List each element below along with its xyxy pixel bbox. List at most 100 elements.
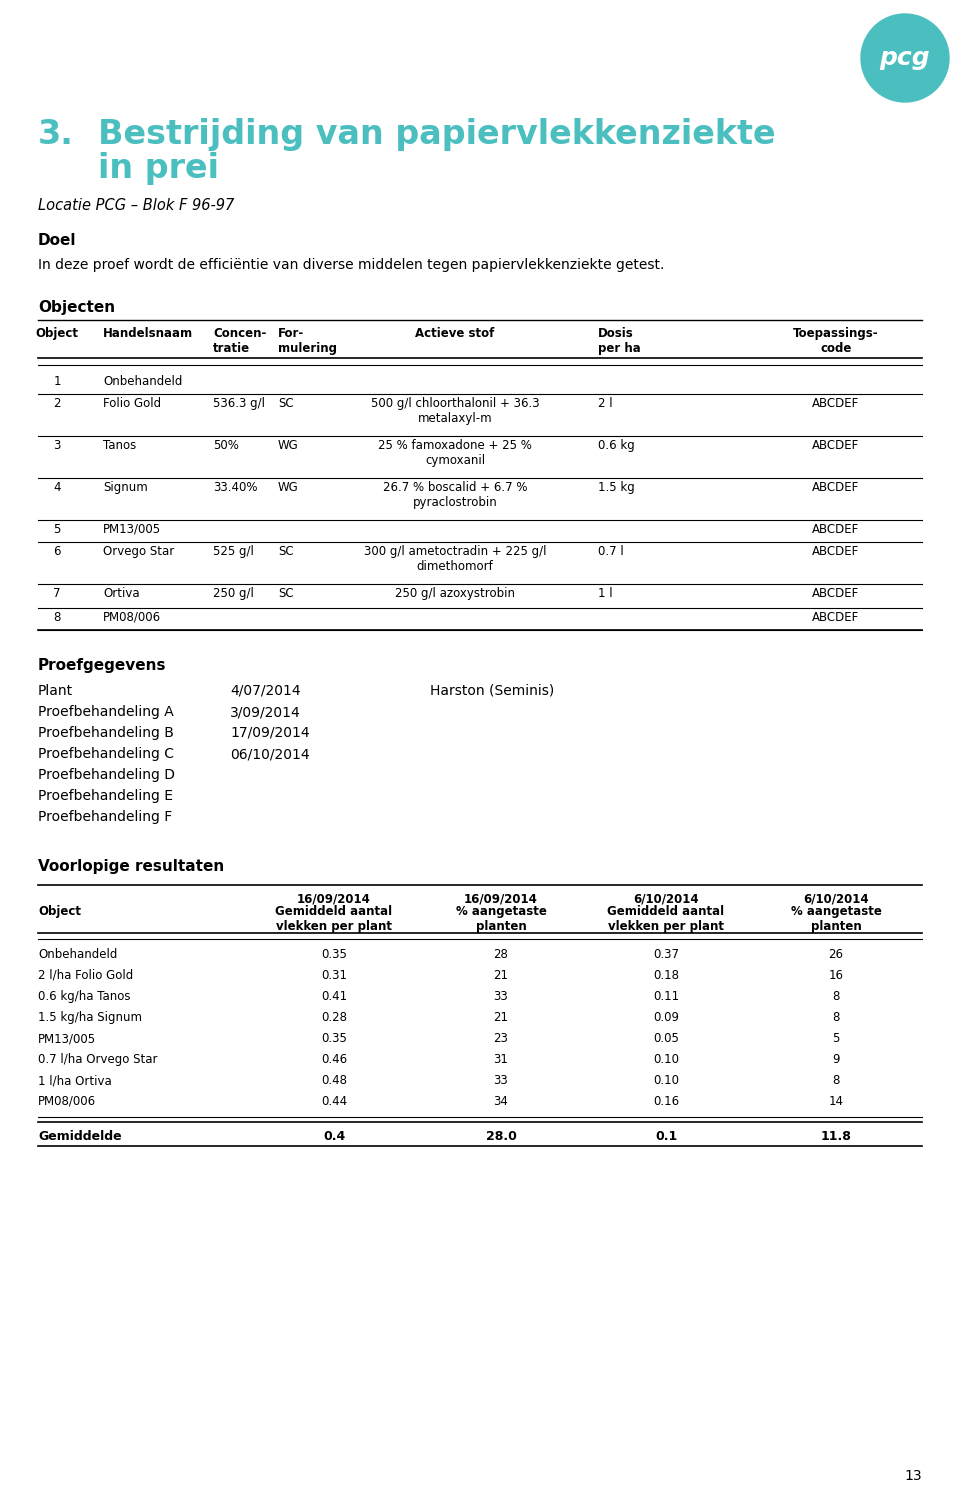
Text: Proefbehandeling D: Proefbehandeling D [38, 768, 175, 781]
Text: ABCDEF: ABCDEF [812, 397, 859, 410]
Text: 0.31: 0.31 [321, 969, 347, 982]
Text: 8: 8 [832, 990, 840, 1003]
Text: 0.35: 0.35 [321, 1031, 347, 1045]
Text: SC: SC [278, 545, 294, 558]
Text: Objecten: Objecten [38, 299, 115, 314]
Text: Voorlopige resultaten: Voorlopige resultaten [38, 859, 225, 874]
Text: 500 g/l chloorthalonil + 36.3
metalaxyl-m: 500 g/l chloorthalonil + 36.3 metalaxyl-… [371, 397, 540, 425]
Text: ABCDEF: ABCDEF [812, 611, 859, 624]
Text: 6: 6 [53, 545, 60, 558]
Text: 16/09/2014: 16/09/2014 [297, 892, 371, 906]
Text: 16/09/2014: 16/09/2014 [464, 892, 538, 906]
Text: 250 g/l azoxystrobin: 250 g/l azoxystrobin [395, 587, 515, 600]
Text: 14: 14 [828, 1094, 844, 1108]
Text: Dosis
per ha: Dosis per ha [598, 326, 640, 355]
Text: 8: 8 [54, 611, 60, 624]
Text: 525 g/l: 525 g/l [213, 545, 253, 558]
Text: ABCDEF: ABCDEF [812, 439, 859, 452]
Text: 28: 28 [493, 948, 509, 961]
Text: Tanos: Tanos [103, 439, 136, 452]
Text: 4: 4 [53, 481, 60, 494]
Text: 5: 5 [54, 522, 60, 536]
Text: Actieve stof: Actieve stof [416, 326, 494, 340]
Text: 1.5 kg/ha Signum: 1.5 kg/ha Signum [38, 1010, 142, 1024]
Text: 8: 8 [832, 1010, 840, 1024]
Text: 33.40%: 33.40% [213, 481, 257, 494]
Text: Object: Object [36, 326, 79, 340]
Text: Proefbehandeling C: Proefbehandeling C [38, 747, 174, 760]
Text: 23: 23 [493, 1031, 509, 1045]
Text: Folio Gold: Folio Gold [103, 397, 161, 410]
Text: 1 l/ha Ortiva: 1 l/ha Ortiva [38, 1073, 111, 1087]
Text: 9: 9 [832, 1052, 840, 1066]
Text: Proefgegevens: Proefgegevens [38, 659, 166, 674]
Text: 6/10/2014: 6/10/2014 [634, 892, 699, 906]
Text: in prei: in prei [98, 153, 219, 186]
Text: 2: 2 [53, 397, 60, 410]
Text: Doel: Doel [38, 234, 77, 249]
Text: Orvego Star: Orvego Star [103, 545, 175, 558]
Text: 0.11: 0.11 [653, 990, 679, 1003]
Text: Toepassings-
code: Toepassings- code [793, 326, 878, 355]
Text: 2 l/ha Folio Gold: 2 l/ha Folio Gold [38, 969, 133, 982]
Text: PM13/005: PM13/005 [103, 522, 161, 536]
Text: 0.6 kg: 0.6 kg [598, 439, 635, 452]
Text: 0.28: 0.28 [321, 1010, 347, 1024]
Text: 25 % famoxadone + 25 %
cymoxanil: 25 % famoxadone + 25 % cymoxanil [378, 439, 532, 467]
Text: 26.7 % boscalid + 6.7 %
pyraclostrobin: 26.7 % boscalid + 6.7 % pyraclostrobin [383, 481, 527, 509]
Text: Proefbehandeling B: Proefbehandeling B [38, 726, 174, 740]
Text: pcg: pcg [879, 46, 930, 70]
Text: 34: 34 [493, 1094, 509, 1108]
Text: 7: 7 [53, 587, 60, 600]
Text: 0.7 l/ha Orvego Star: 0.7 l/ha Orvego Star [38, 1052, 157, 1066]
Text: 2 l: 2 l [598, 397, 612, 410]
Text: 0.18: 0.18 [653, 969, 679, 982]
Text: For-
mulering: For- mulering [278, 326, 337, 355]
Text: 3.: 3. [38, 118, 74, 151]
Text: 33: 33 [493, 990, 509, 1003]
Text: In deze proef wordt de efficiëntie van diverse middelen tegen papiervlekkenziekt: In deze proef wordt de efficiëntie van d… [38, 257, 664, 272]
Text: Proefbehandeling E: Proefbehandeling E [38, 789, 173, 802]
Text: 26: 26 [828, 948, 844, 961]
Text: 0.41: 0.41 [321, 990, 348, 1003]
Text: 1: 1 [53, 376, 60, 388]
Text: 4/07/2014: 4/07/2014 [230, 684, 300, 698]
Text: Harston (Seminis): Harston (Seminis) [430, 684, 554, 698]
Text: Gemiddelde: Gemiddelde [38, 1130, 122, 1144]
Text: 536.3 g/l: 536.3 g/l [213, 397, 265, 410]
Text: ABCDEF: ABCDEF [812, 587, 859, 600]
Text: Onbehandeld: Onbehandeld [103, 376, 182, 388]
Text: Handelsnaam: Handelsnaam [103, 326, 193, 340]
Circle shape [861, 13, 949, 102]
Text: 0.10: 0.10 [653, 1052, 679, 1066]
Text: Plant: Plant [38, 684, 73, 698]
Text: 0.46: 0.46 [321, 1052, 348, 1066]
Text: ABCDEF: ABCDEF [812, 481, 859, 494]
Text: 06/10/2014: 06/10/2014 [230, 747, 310, 760]
Text: 21: 21 [493, 1010, 509, 1024]
Text: 8: 8 [832, 1073, 840, 1087]
Text: Locatie PCG – Blok F 96-97: Locatie PCG – Blok F 96-97 [38, 198, 234, 213]
Text: 1 l: 1 l [598, 587, 612, 600]
Text: Ortiva: Ortiva [103, 587, 139, 600]
Text: 0.44: 0.44 [321, 1094, 348, 1108]
Text: 0.35: 0.35 [321, 948, 347, 961]
Text: 0.48: 0.48 [321, 1073, 347, 1087]
Text: 3: 3 [54, 439, 60, 452]
Text: 0.09: 0.09 [653, 1010, 679, 1024]
Text: 17/09/2014: 17/09/2014 [230, 726, 310, 740]
Text: Proefbehandeling A: Proefbehandeling A [38, 705, 174, 719]
Text: 0.1: 0.1 [655, 1130, 677, 1144]
Text: ABCDEF: ABCDEF [812, 522, 859, 536]
Text: Concen-
tratie: Concen- tratie [213, 326, 266, 355]
Text: 0.37: 0.37 [653, 948, 679, 961]
Text: 0.4: 0.4 [323, 1130, 346, 1144]
Text: 50%: 50% [213, 439, 239, 452]
Text: PM08/006: PM08/006 [38, 1094, 96, 1108]
Text: SC: SC [278, 587, 294, 600]
Text: PM08/006: PM08/006 [103, 611, 161, 624]
Text: ABCDEF: ABCDEF [812, 545, 859, 558]
Text: 33: 33 [493, 1073, 509, 1087]
Text: Object: Object [38, 906, 81, 918]
Text: Bestrijding van papiervlekkenziekte: Bestrijding van papiervlekkenziekte [98, 118, 776, 151]
